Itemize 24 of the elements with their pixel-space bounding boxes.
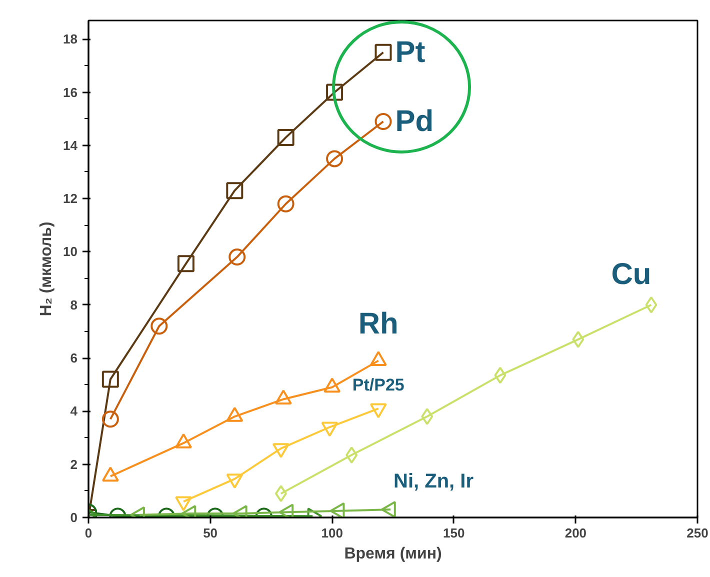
x-tick-label: 150 xyxy=(443,526,465,540)
x-tick-label: 0 xyxy=(84,526,92,540)
y-tick-label: 16 xyxy=(63,84,78,100)
y-tick-label: 18 xyxy=(63,32,78,47)
series-label: Pd xyxy=(395,104,434,138)
x-axis-title: Время (мин) xyxy=(344,546,442,562)
y-tick-label: 8 xyxy=(70,297,78,312)
y-tick-label: 4 xyxy=(70,404,78,419)
series-label: Pt xyxy=(395,36,426,69)
y-tick-label: 0 xyxy=(70,510,78,525)
x-tick-label: 200 xyxy=(564,526,587,540)
y-axis-title: H₂ (мкмоль) xyxy=(38,222,56,316)
annotation: Ni, Zn, Ir xyxy=(394,470,474,492)
y-tick-label: 12 xyxy=(63,191,78,206)
y-tick-label: 14 xyxy=(63,138,78,153)
x-tick-label: 250 xyxy=(686,526,708,540)
x-tick-label: 50 xyxy=(203,526,218,540)
y-tick-label: 6 xyxy=(70,350,78,366)
y-tick-label: 2 xyxy=(70,456,78,472)
x-tick-label: 100 xyxy=(321,526,343,540)
series-label: Cu xyxy=(611,258,652,291)
series-label: Rh xyxy=(358,308,398,341)
series-label: Pt/P25 xyxy=(352,376,404,395)
y-tick-label: 10 xyxy=(63,244,78,260)
